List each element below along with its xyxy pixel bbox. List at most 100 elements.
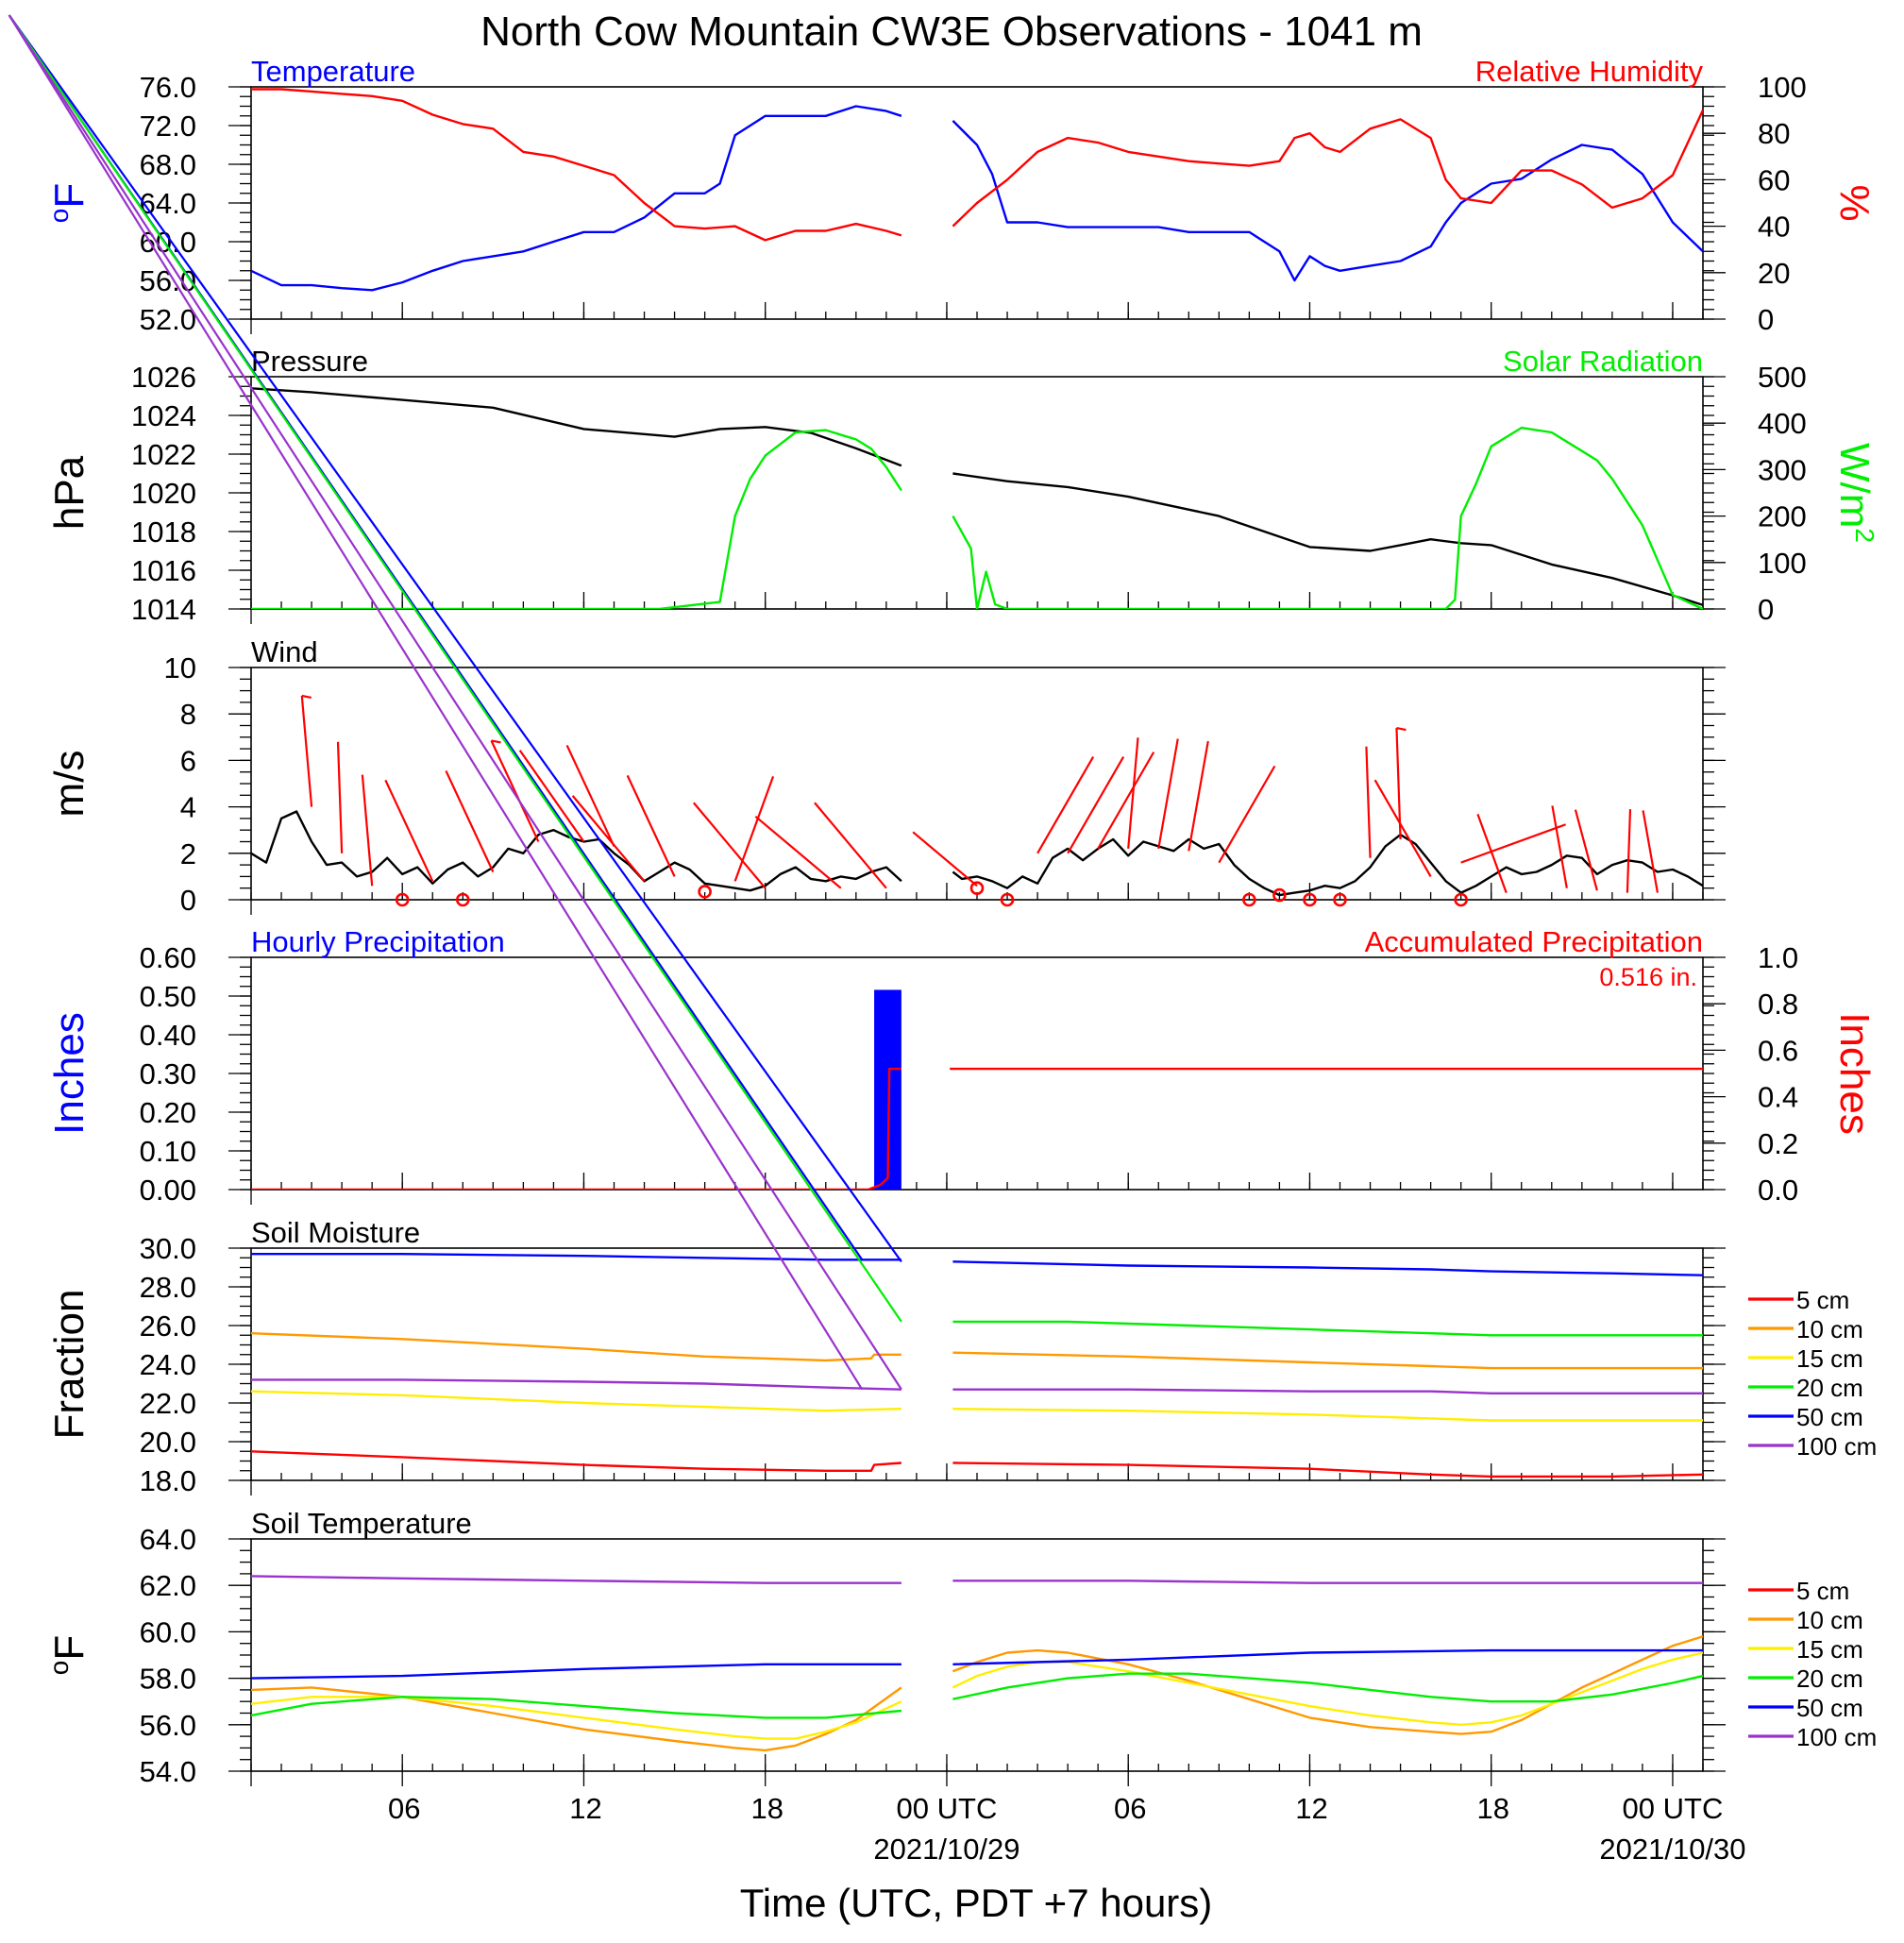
wind-barb bbox=[754, 815, 842, 889]
wind-barb bbox=[571, 795, 646, 883]
series-line bbox=[251, 1253, 1703, 1276]
x-tick-label: 12 bbox=[569, 1792, 601, 1825]
artifact-diagonal-line bbox=[8, 14, 864, 1391]
right-tick-label: 200 bbox=[1758, 500, 1807, 533]
wind-barb bbox=[445, 769, 495, 872]
left-tick-label: 10 bbox=[164, 651, 196, 684]
wind-barb bbox=[1188, 740, 1209, 852]
wind-barb bbox=[1157, 738, 1179, 850]
calm-wind-circle bbox=[1242, 892, 1256, 907]
x-tick-label: 12 bbox=[1295, 1792, 1327, 1825]
right-tick-label: 500 bbox=[1758, 361, 1807, 394]
panel-right-ylabel: Inches bbox=[1831, 1012, 1878, 1135]
panel-left-title: Soil Moisture bbox=[251, 1216, 420, 1249]
artifact-diagonal-line bbox=[8, 14, 902, 1391]
calm-wind-circle bbox=[395, 892, 410, 907]
plot-frame bbox=[250, 1538, 1704, 1772]
wind-barb bbox=[1551, 805, 1568, 888]
panel-soil_temperature: 54.0 56.0 58.0 60.0 62.0 64.0 Soil Temperature… bbox=[44, 1507, 1877, 1788]
right-tick-label: 100 bbox=[1758, 71, 1807, 104]
wind-barb bbox=[336, 741, 344, 853]
series-line bbox=[251, 1648, 1703, 1680]
left-tick-label: 0.50 bbox=[140, 980, 196, 1013]
panel-left-ylabel: Fraction bbox=[46, 1290, 93, 1440]
artifact-diagonal-line bbox=[8, 14, 902, 1323]
wind-barb bbox=[733, 775, 775, 882]
series-line bbox=[251, 1450, 1703, 1478]
calm-wind-circle bbox=[1272, 887, 1287, 903]
panel-right-title: Accumulated Precipitation bbox=[1365, 925, 1703, 958]
plot-area bbox=[251, 989, 1703, 1190]
panel-right-title: Relative Humidity bbox=[1475, 55, 1704, 88]
plot-frame bbox=[250, 667, 1704, 901]
wind-barb bbox=[300, 695, 313, 807]
left-tick-label: 0 bbox=[180, 884, 196, 917]
left-tick-label: 52.0 bbox=[140, 303, 196, 336]
series-line bbox=[251, 426, 1703, 609]
degree-mark: o bbox=[44, 1661, 74, 1676]
calm-wind-circle bbox=[1303, 892, 1317, 907]
left-tick-label: 28.0 bbox=[140, 1271, 196, 1304]
plot-frame bbox=[250, 956, 1704, 1191]
panel-left-ylabel: hPa bbox=[46, 455, 93, 530]
unit-f: F bbox=[46, 1635, 93, 1661]
wind-barb bbox=[626, 774, 676, 877]
x-date-label: 2021/10/30 bbox=[1599, 1833, 1745, 1866]
artifact-lines bbox=[8, 14, 902, 1391]
panel-right-ylabel: % bbox=[1831, 184, 1878, 221]
legend-label: 5 cm bbox=[1796, 1286, 1849, 1314]
left-tick-label: 30.0 bbox=[140, 1232, 196, 1265]
series-line bbox=[251, 1651, 1703, 1740]
wind-barb bbox=[1067, 755, 1125, 854]
x-date-label: 2021/10/29 bbox=[873, 1833, 1019, 1866]
wind-barb bbox=[1476, 814, 1508, 893]
series-line bbox=[251, 1575, 1703, 1584]
left-tick-label: 0.30 bbox=[140, 1057, 196, 1090]
plot-area bbox=[251, 694, 1703, 897]
right-tick-label: 0.4 bbox=[1758, 1081, 1798, 1114]
artifact-diagonal-line bbox=[8, 14, 902, 1262]
left-tick-label: 6 bbox=[180, 744, 196, 777]
panel-temp_rh: 52.056.060.064.068.072.076.0020406080100… bbox=[44, 55, 1878, 336]
wind-barb bbox=[1626, 809, 1632, 893]
right-tick-label: 0.0 bbox=[1758, 1174, 1798, 1207]
panel-left-title: Pressure bbox=[251, 345, 368, 378]
left-tick-label: 76.0 bbox=[140, 71, 196, 104]
panel-left-title: Hourly Precipitation bbox=[251, 925, 505, 958]
left-tick-label: 18.0 bbox=[140, 1464, 196, 1497]
right-tick-label: 40 bbox=[1758, 211, 1790, 244]
left-tick-label: 64.0 bbox=[140, 187, 196, 220]
left-tick-label: 72.0 bbox=[140, 110, 196, 143]
unit-f: F bbox=[46, 183, 93, 209]
panel-right-ylabel: W/m2 bbox=[1831, 443, 1879, 543]
plot-area bbox=[251, 88, 1703, 292]
right-tick-label: 0.6 bbox=[1758, 1034, 1798, 1067]
series-line bbox=[251, 387, 1703, 607]
legend-label: 50 cm bbox=[1796, 1403, 1863, 1431]
panel-left-title: Soil Temperature bbox=[251, 1507, 472, 1540]
panel-left-title: Temperature bbox=[251, 55, 415, 88]
plot-frame bbox=[250, 376, 1704, 610]
right-tick-label: 0.8 bbox=[1758, 988, 1798, 1021]
legend-label: 15 cm bbox=[1796, 1635, 1863, 1664]
left-tick-label: 0.20 bbox=[140, 1096, 196, 1129]
wind-barb bbox=[1036, 755, 1095, 854]
wind-barb bbox=[565, 744, 615, 847]
series-line bbox=[251, 1635, 1703, 1752]
right-tick-label: 80 bbox=[1758, 117, 1790, 150]
right-tick-label: 100 bbox=[1758, 547, 1807, 580]
plot-area bbox=[251, 1575, 1703, 1752]
calm-wind-circle bbox=[455, 892, 470, 907]
left-tick-label: 54.0 bbox=[140, 1755, 196, 1788]
wind-barb bbox=[1460, 823, 1567, 864]
right-tick-label: 1.0 bbox=[1758, 941, 1798, 974]
left-tick-label: 56.0 bbox=[140, 1709, 196, 1742]
left-tick-label: 1018 bbox=[131, 515, 196, 549]
series-line bbox=[251, 1390, 1703, 1422]
wind-barb bbox=[384, 779, 434, 882]
left-tick-label: 1016 bbox=[131, 554, 196, 587]
left-tick-label: 0.00 bbox=[140, 1174, 196, 1207]
right-tick-label: 60 bbox=[1758, 163, 1790, 196]
panel-left-ylabel: m/s bbox=[46, 751, 93, 818]
